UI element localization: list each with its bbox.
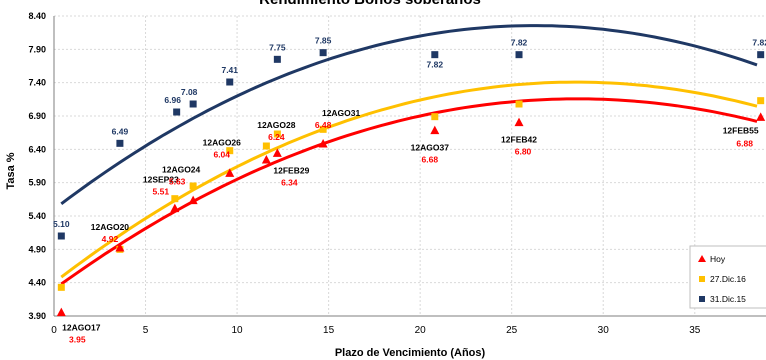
data-point	[431, 51, 439, 59]
data-point	[56, 307, 66, 317]
data-point	[173, 108, 181, 116]
data-point	[171, 195, 179, 203]
bond-label: 12AGO26	[203, 137, 242, 147]
data-point	[757, 97, 765, 105]
x-tick-label: 10	[232, 325, 244, 336]
data-label: 6.49	[112, 126, 129, 136]
data-label: 3.95	[69, 335, 86, 345]
data-point	[515, 100, 523, 108]
data-point	[319, 125, 327, 133]
data-label: 5.51	[153, 187, 170, 197]
data-point	[261, 155, 271, 164]
data-point	[116, 139, 124, 147]
legend-label: 27.Dic.16	[710, 274, 746, 284]
x-tick-label: 15	[323, 325, 335, 336]
data-point	[515, 51, 523, 59]
y-tick-label: 3.90	[28, 311, 46, 321]
data-point	[262, 142, 270, 150]
data-label: 6.24	[268, 132, 285, 142]
data-label: 6.48	[315, 120, 332, 130]
trend-line-31-dic-15	[60, 24, 758, 205]
data-label: 6.80	[515, 147, 532, 157]
data-point	[226, 78, 234, 86]
bond-label: 12FEB29	[273, 165, 309, 175]
data-point	[188, 195, 198, 205]
data-point	[273, 55, 281, 63]
data-label: 7.75	[269, 42, 286, 52]
bond-label: 12AGO28	[257, 120, 296, 130]
data-point	[57, 232, 65, 240]
data-label: 6.88	[736, 138, 753, 148]
legend-marker	[699, 296, 705, 302]
data-point	[189, 182, 197, 190]
data-label: 7.82	[427, 60, 444, 70]
legend: Hoy 27.Dic.16 31.Dic.15	[689, 245, 766, 309]
data-label: 5.10	[53, 219, 70, 229]
bond-label: 12FEB42	[501, 135, 537, 145]
y-tick-label: 6.40	[28, 144, 46, 154]
data-point	[514, 117, 524, 127]
data-label: 6.68	[422, 155, 439, 165]
data-point	[756, 112, 766, 121]
y-tick-label: 6.90	[28, 111, 46, 121]
bond-label: 12SEP23	[143, 175, 179, 185]
data-point	[226, 147, 234, 155]
legend-label: 31.Dic.15	[710, 294, 746, 304]
bond-label: 12AGO20	[91, 222, 130, 232]
bond-label: 12FEB55	[723, 125, 759, 135]
data-point	[272, 148, 282, 157]
data-point	[431, 113, 439, 121]
data-labels: 5.10 6.49 6.967.08 7.41 7.75 7.85 7.82 7.82 7.82…	[53, 36, 766, 345]
x-tick-label: 5	[143, 325, 149, 336]
data-label: 4.92	[102, 234, 119, 244]
y-tick-label: 8.40	[28, 11, 46, 21]
data-point	[57, 283, 65, 291]
x-tick-label: 35	[689, 325, 701, 336]
chart-title: Rendimiento Bonos soberanos	[259, 0, 481, 8]
x-tick-label: 20	[415, 325, 427, 336]
trend-lines	[60, 24, 758, 286]
y-tick-label: 4.90	[28, 244, 46, 254]
bond-label: 12AGO31	[322, 108, 361, 118]
data-point	[115, 243, 125, 252]
data-label: 6.34	[281, 177, 298, 187]
x-axis-title: Plazo de Vencimiento (Años)	[335, 347, 486, 359]
data-label: 7.82	[752, 38, 766, 48]
y-tick-label: 4.40	[28, 278, 46, 288]
data-label: 7.08	[181, 87, 198, 97]
legend-label: Hoy	[710, 254, 726, 264]
data-points	[56, 49, 766, 317]
data-label: 5.63	[169, 177, 186, 187]
data-label: 7.85	[315, 36, 332, 46]
bond-label: 12AGO24	[162, 165, 201, 175]
y-tick-label: 5.90	[28, 178, 46, 188]
data-point	[430, 125, 440, 135]
data-point	[318, 139, 328, 148]
data-label: 6.96	[164, 95, 181, 105]
x-tick-label: 25	[506, 325, 518, 336]
y-tick-label: 7.40	[28, 78, 46, 88]
legend-marker	[699, 276, 705, 282]
data-point	[757, 51, 765, 59]
y-tick-label: 7.90	[28, 44, 46, 54]
y-axis-title: Tasa %	[5, 152, 17, 189]
data-point	[273, 130, 281, 138]
y-tick-label: 5.40	[28, 211, 46, 221]
data-point	[319, 49, 327, 57]
bond-label: 12AGO17	[62, 323, 101, 333]
x-tick-label: 0	[51, 325, 57, 336]
data-point	[225, 168, 235, 177]
data-point	[189, 100, 197, 108]
grid-lines	[53, 15, 766, 317]
axes: 3.90 4.40 4.90 5.40 5.90 6.40 6.90 7.40 7.90 8.40…	[28, 11, 766, 336]
data-label: 7.82	[511, 38, 528, 48]
data-label: 7.41	[221, 65, 238, 75]
bond-label: 12AGO37	[411, 143, 450, 153]
data-point	[170, 203, 180, 213]
data-label: 6.04	[213, 149, 230, 159]
legend-marker	[698, 255, 706, 262]
x-tick-label: 30	[598, 325, 610, 336]
